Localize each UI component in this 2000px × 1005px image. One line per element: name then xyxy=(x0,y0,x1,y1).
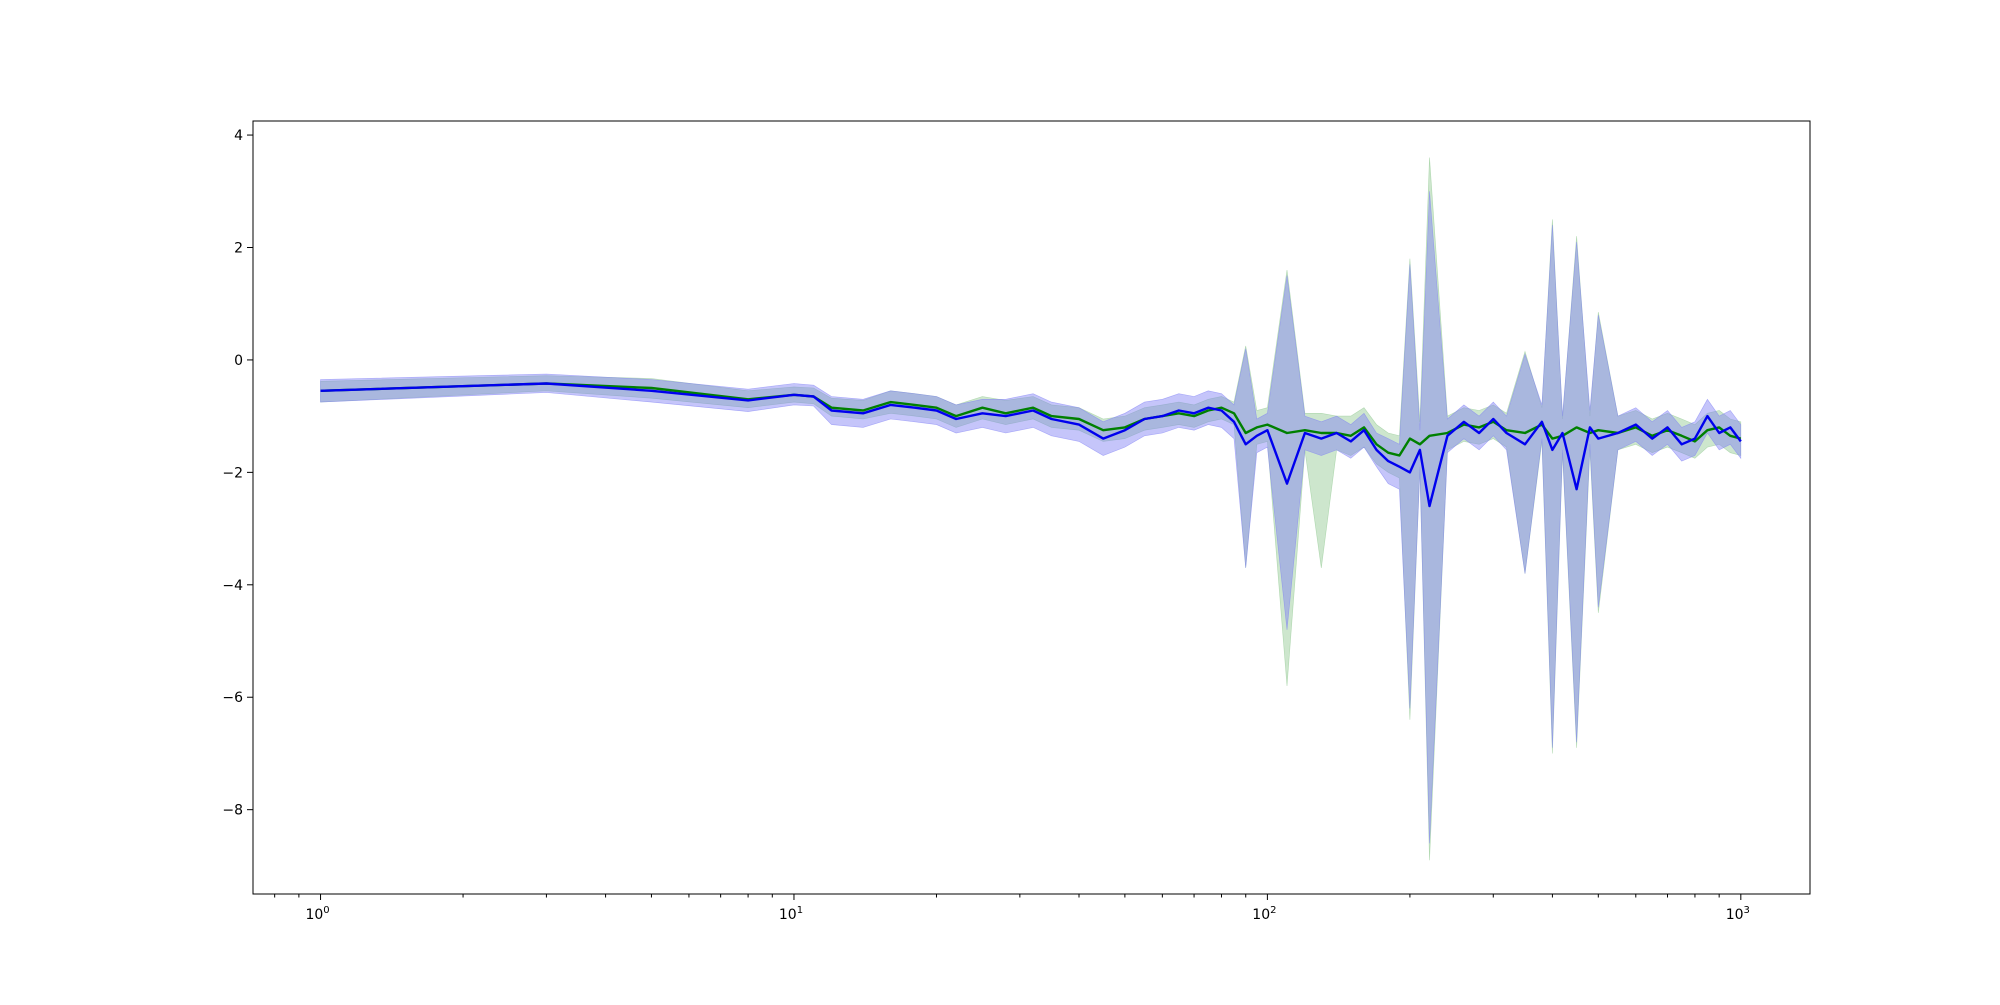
y-tick-label: 0 xyxy=(234,353,243,369)
series-2-band xyxy=(320,191,1742,844)
x-axis: 100 101 102 103 xyxy=(274,894,1750,923)
y-tick-label: 4 xyxy=(234,128,243,144)
y-tick-label: −4 xyxy=(222,578,243,594)
y-tick-label: −8 xyxy=(222,803,243,819)
y-tick-label: −6 xyxy=(222,690,243,706)
y-tick-label: −2 xyxy=(222,465,243,481)
series-lines xyxy=(320,382,1742,508)
x-tick-label: 102 xyxy=(1252,905,1276,923)
y-axis: 4 2 0 −2 −4 −6 −8 xyxy=(222,128,253,819)
plot-frame xyxy=(252,120,1811,895)
confidence-bands xyxy=(320,157,1742,861)
x-tick-label: 103 xyxy=(1726,905,1750,923)
series-1-line xyxy=(320,382,1742,457)
x-tick-label: 101 xyxy=(779,905,803,923)
y-tick-label: 2 xyxy=(234,240,243,256)
series-2-line xyxy=(320,382,1742,508)
x-tick-label: 100 xyxy=(305,905,329,923)
